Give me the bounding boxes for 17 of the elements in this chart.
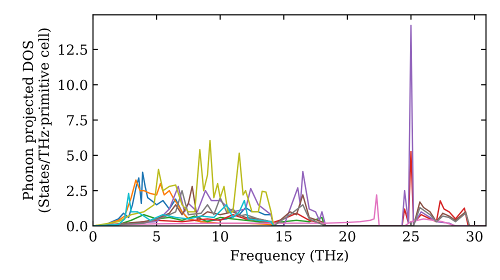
x-axis-title: Frequency (THz) <box>230 250 348 264</box>
y-tick-label: 0.0 <box>66 220 88 232</box>
x-tick-label: 30 <box>466 231 482 242</box>
line-series <box>93 140 274 226</box>
y-tick-label: 7.5 <box>67 115 88 126</box>
line-series <box>93 192 274 226</box>
x-tick-label: 25 <box>403 231 419 242</box>
y-axis-title: Phonon projected DOS (States/THz·primitive cell) <box>22 28 52 212</box>
x-tick-label: 10 <box>213 231 228 242</box>
x-tick-label: 15 <box>276 231 292 242</box>
x-tick-label: 20 <box>339 231 356 242</box>
x-tick-label: 0 <box>89 231 96 242</box>
y-tick-label: 12.5 <box>58 44 88 55</box>
y-tick-label: 10.0 <box>58 80 88 90</box>
y-tick-label: 2.5 <box>66 186 88 196</box>
x-tick-label: 5 <box>153 231 160 242</box>
y-tick-label: 5.0 <box>67 150 88 161</box>
